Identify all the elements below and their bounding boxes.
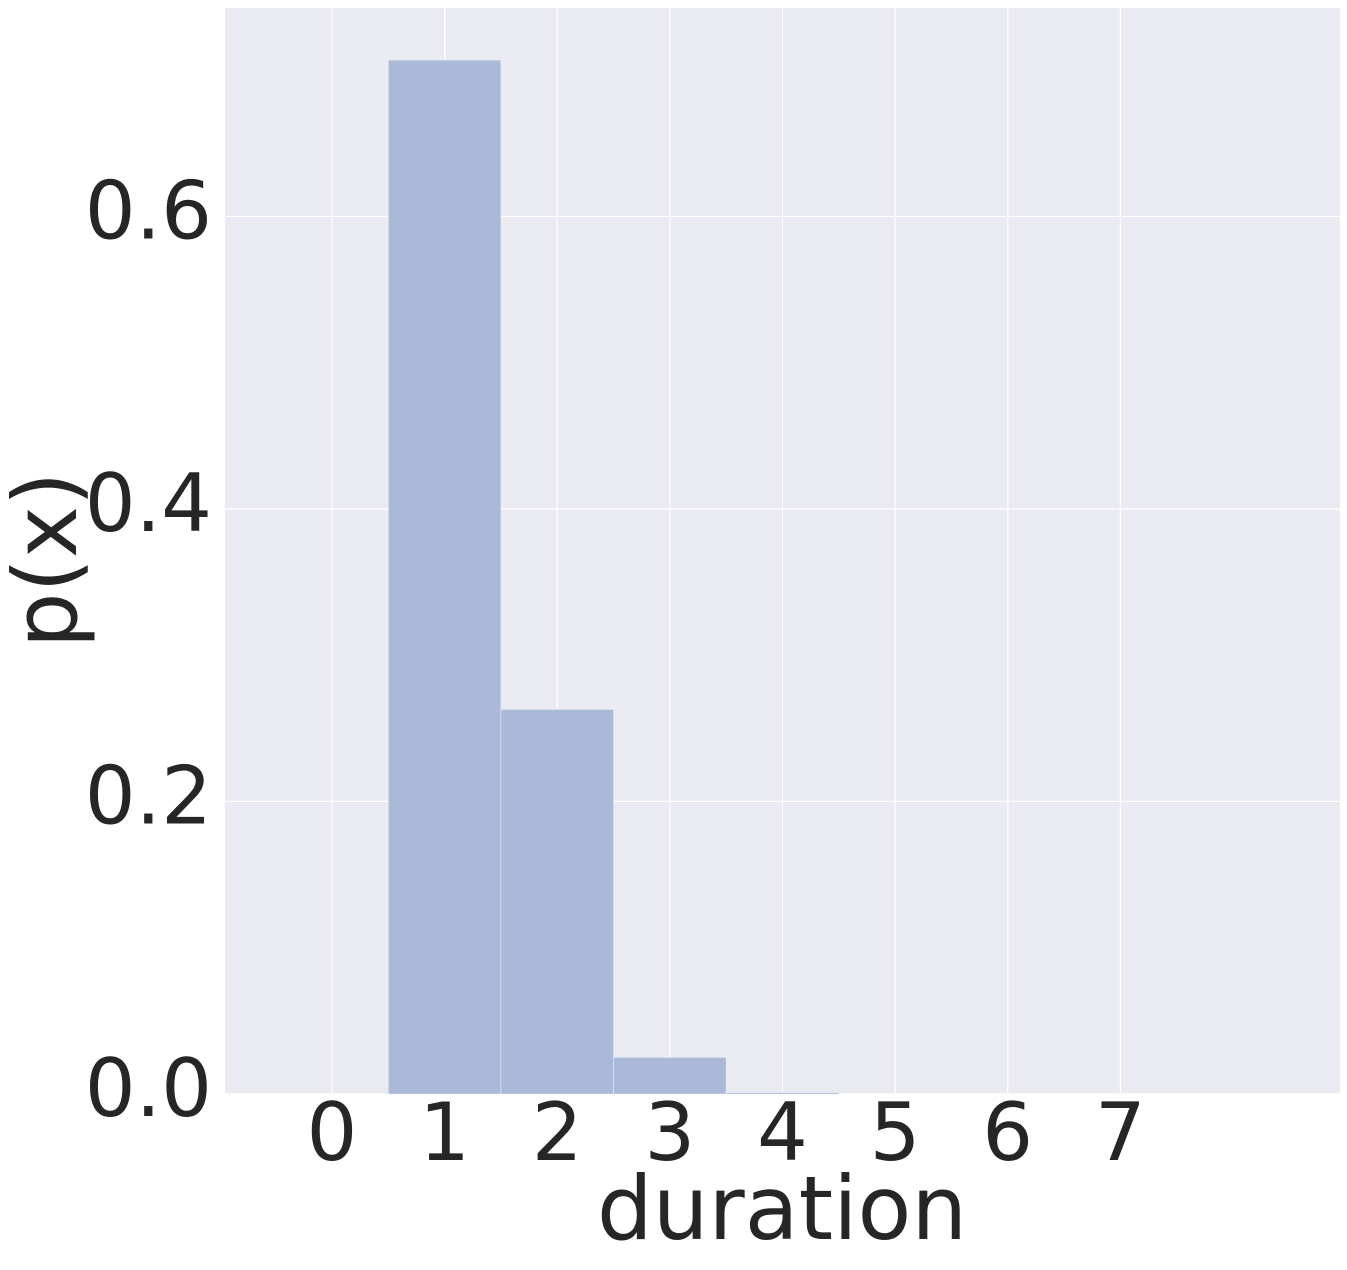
x-tick-label: 2	[532, 1086, 583, 1179]
x-tick-label: 4	[757, 1086, 808, 1179]
x-tick-label: 6	[982, 1086, 1033, 1179]
bar	[500, 709, 614, 1095]
bar	[613, 1057, 727, 1095]
bar	[388, 59, 502, 1095]
x-axis-label: duration	[597, 1157, 967, 1260]
y-tick-label: 0.4	[85, 457, 212, 550]
x-tick-label: 5	[870, 1086, 921, 1179]
y-tick-label: 0.2	[85, 749, 212, 842]
y-tick-label: 0.6	[85, 165, 212, 258]
y-tick-label: 0.0	[85, 1042, 212, 1135]
x-tick-label: 0	[307, 1086, 358, 1179]
y-axis-label: p(x)	[0, 472, 97, 649]
x-tick-label: 1	[419, 1086, 470, 1179]
bar	[725, 1092, 840, 1095]
x-tick-label: 7	[1095, 1086, 1146, 1179]
x-tick-label: 3	[644, 1086, 695, 1179]
